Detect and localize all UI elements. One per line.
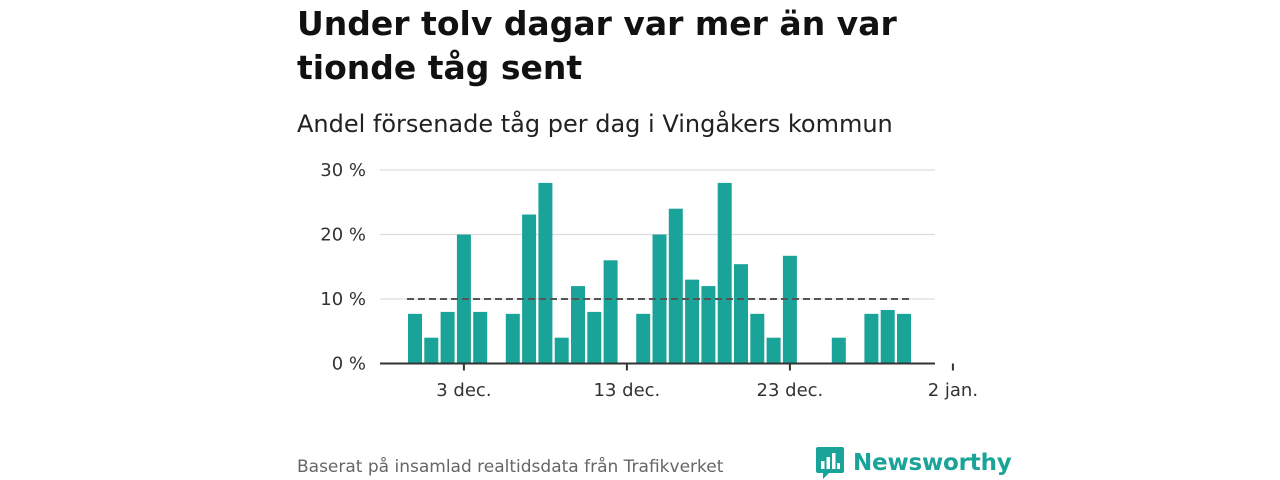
- y-tick-label: 10 %: [320, 289, 366, 310]
- bar: [782, 255, 797, 364]
- bar: [408, 313, 422, 364]
- y-tick-label: 20 %: [320, 225, 366, 246]
- bar: [880, 309, 895, 364]
- y-tick-label: 30 %: [320, 160, 366, 181]
- chart-title: Under tolv dagar var mer än var tionde t…: [297, 4, 897, 87]
- y-tick-label: 0 %: [332, 354, 366, 375]
- bar: [701, 286, 716, 364]
- x-axis-labels: 3 dec. 13 dec. 23 dec. 2 jan.: [436, 380, 978, 401]
- chart-subtitle: Andel försenade tåg per dag i Vingåkers …: [297, 110, 893, 138]
- bar: [734, 264, 748, 364]
- bars: [408, 182, 911, 364]
- bar: [440, 311, 455, 364]
- y-axis-labels: 0 % 10 % 20 % 30 %: [320, 160, 366, 375]
- bar: [636, 313, 651, 364]
- bar: [750, 313, 765, 364]
- bar: [424, 337, 439, 364]
- newsworthy-logo-icon: [816, 447, 844, 479]
- brand-name: Newsworthy: [853, 450, 1012, 476]
- x-tick-label: 23 dec.: [757, 380, 824, 401]
- bar-chart: 0 % 10 % 20 % 30 % 3 dec. 13 dec. 23 dec. 2 ja…: [320, 160, 978, 401]
- source-note: Baserat på insamlad realtidsdata från Tr…: [297, 457, 724, 477]
- brand-logo: Newsworthy: [815, 446, 1012, 480]
- bar: [668, 208, 683, 364]
- bar: [505, 313, 520, 364]
- bar: [766, 337, 781, 364]
- bar: [554, 337, 569, 364]
- x-tick-label: 13 dec.: [594, 380, 661, 401]
- bar: [587, 311, 602, 364]
- x-tick-label: 3 dec.: [436, 380, 491, 401]
- bar: [831, 337, 846, 364]
- x-tick-label: 2 jan.: [928, 380, 978, 401]
- bar: [897, 313, 911, 364]
- x-axis: [380, 362, 954, 371]
- bar: [571, 286, 585, 364]
- bar: [652, 234, 667, 364]
- bar: [473, 311, 488, 364]
- bar: [685, 279, 700, 364]
- bar: [522, 214, 537, 364]
- bar: [864, 313, 879, 364]
- bar: [538, 182, 553, 364]
- bar: [603, 260, 618, 364]
- bar: [717, 182, 732, 364]
